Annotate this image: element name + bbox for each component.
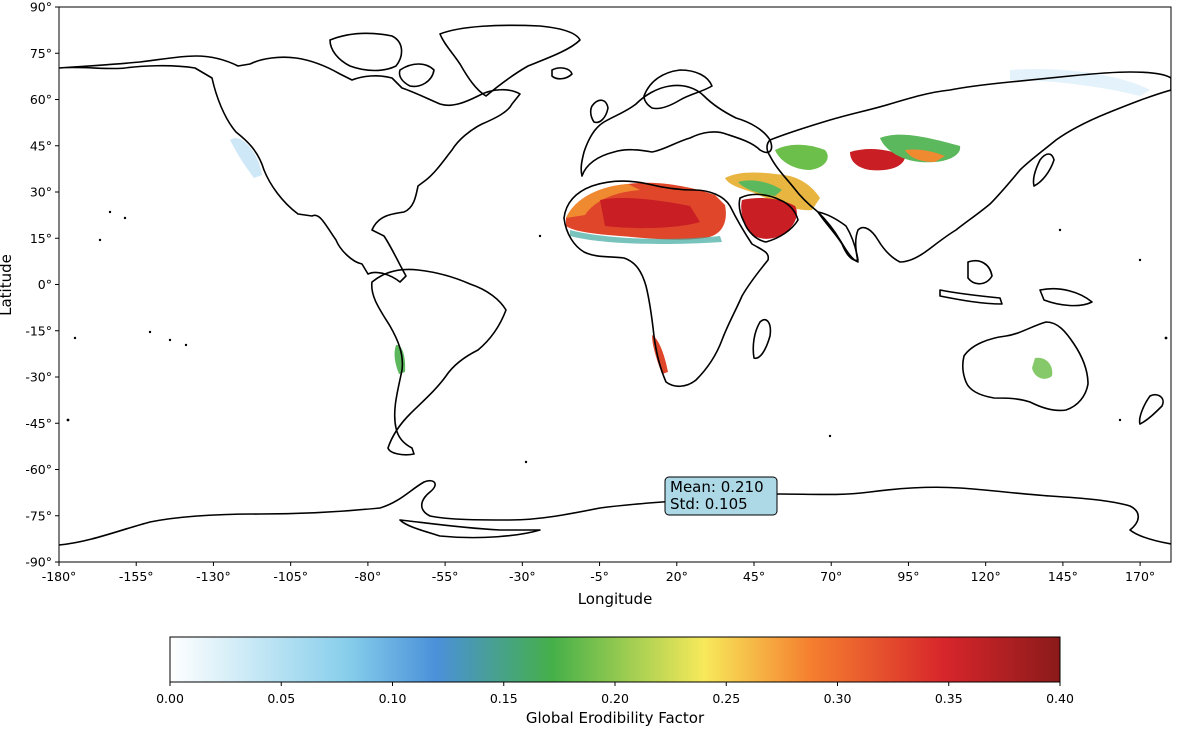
coastlines (59, 24, 1171, 546)
colorbar-tick-label: 0.20 (601, 691, 629, 706)
lon-tick-label: 70° (820, 569, 842, 584)
lon-tick-label: -5° (590, 569, 609, 584)
lat-tick-label: -30° (25, 370, 52, 385)
coast-antarctic-peninsula (399, 519, 541, 539)
hotspot-iran-green (738, 180, 782, 196)
hotspot-sahara-edge (566, 184, 640, 218)
lon-tick-label: -80° (355, 569, 382, 584)
lat-tick-label: 15° (30, 231, 52, 246)
coast-antarctica (59, 479, 1171, 546)
coast-borneo (967, 260, 993, 285)
lon-tick-label: -155° (119, 569, 154, 584)
coast-asia (766, 71, 1171, 263)
colorbar-tick-label: 0.10 (379, 691, 407, 706)
coast-baffin (398, 63, 435, 88)
lat-tick-label: -60° (25, 462, 52, 477)
coast-africa (563, 180, 770, 388)
coast-arabia (738, 193, 799, 243)
colorbar-tick-label: 0.00 (156, 691, 184, 706)
lat-tick-label: 90° (30, 0, 52, 15)
coast-india (817, 211, 859, 262)
colorbar-label: Global Erodibility Factor (526, 709, 705, 727)
colorbar: 0.00 0.05 0.10 0.15 0.20 0.25 0.30 0.35 0.40 Glo… (156, 636, 1074, 727)
coast-japan (1032, 153, 1055, 187)
fringe-na (230, 138, 262, 178)
lat-tick-label: -45° (25, 416, 52, 431)
coast-south-america (370, 268, 507, 456)
colorbar-tick-label: 0.40 (1046, 691, 1074, 706)
hotspot-australia (1032, 357, 1053, 379)
fringe-siberia (1010, 68, 1150, 96)
hotspot-central-asia (775, 144, 828, 170)
coast-new-guinea (1039, 287, 1093, 307)
lat-tick-label: 75° (30, 46, 52, 61)
coast-europe (580, 84, 773, 177)
longitude-ticks: -180° -155° -130° -105° -80° -55° -30° -5° 20° 45… (42, 562, 1155, 584)
island-dots (66, 210, 1168, 464)
coast-arctic-islands (329, 32, 403, 72)
coast-indonesia (939, 289, 1003, 305)
lat-tick-label: 45° (30, 138, 52, 153)
colorbar-tick-label: 0.30 (824, 691, 852, 706)
x-axis-title: Longitude (578, 590, 653, 608)
hotspot-arabia (741, 198, 797, 239)
lon-tick-label: -180° (42, 569, 77, 584)
stats-mean: Mean: 0.210 (670, 478, 764, 496)
colorbar-tick-label: 0.05 (267, 691, 295, 706)
colorbar-tick-label: 0.35 (935, 691, 963, 706)
y-axis-title: Latitude (0, 254, 15, 316)
lon-tick-label: 120° (971, 569, 1001, 584)
lat-tick-label: -75° (25, 508, 52, 523)
coast-north-america (59, 55, 521, 283)
erodibility-raster (230, 68, 1150, 379)
stats-std: Std: 0.105 (670, 495, 748, 513)
map-layer (59, 24, 1171, 546)
lon-tick-label: 45° (743, 569, 765, 584)
coast-madagascar (752, 318, 772, 360)
lat-tick-label: -15° (25, 323, 52, 338)
lat-tick-label: 0° (38, 277, 52, 292)
lon-tick-label: 95° (897, 569, 919, 584)
lat-tick-label: -90° (25, 555, 52, 570)
colorbar-gradient (169, 636, 1061, 683)
coast-greenland (439, 24, 581, 97)
colorbar-ticks: 0.00 0.05 0.10 0.15 0.20 0.25 0.30 0.35 0.40 (156, 682, 1074, 706)
hotspot-gobi-core (905, 149, 945, 162)
lat-tick-label: 60° (30, 92, 52, 107)
lat-tick-label: 30° (30, 185, 52, 200)
coast-new-zealand (1138, 393, 1164, 425)
stats-box: Mean: 0.210 Std: 0.105 (664, 476, 778, 516)
coast-australia (961, 321, 1089, 412)
coast-uk (589, 99, 609, 124)
latitude-ticks: 90° 75° 60° 45° 30° 15° 0° -15° -30° -45° -60° -75°… (25, 0, 59, 570)
lon-tick-label: -105° (273, 569, 308, 584)
coast-scandinavia (643, 69, 713, 110)
colorbar-tick-label: 0.25 (712, 691, 740, 706)
lon-tick-label: 145° (1048, 569, 1078, 584)
lon-tick-label: -130° (196, 569, 231, 584)
hotspot-sahara-core (600, 198, 700, 229)
hotspot-sahel-edge (570, 230, 722, 244)
hotspot-taklamakan (850, 149, 905, 171)
colorbar-tick-label: 0.15 (490, 691, 518, 706)
coast-iceland (551, 67, 573, 80)
lon-tick-label: -30° (509, 569, 536, 584)
map-plot-area (58, 6, 1172, 563)
lon-tick-label: 20° (666, 569, 688, 584)
lon-tick-label: -55° (432, 569, 459, 584)
lon-tick-label: 170° (1125, 569, 1155, 584)
